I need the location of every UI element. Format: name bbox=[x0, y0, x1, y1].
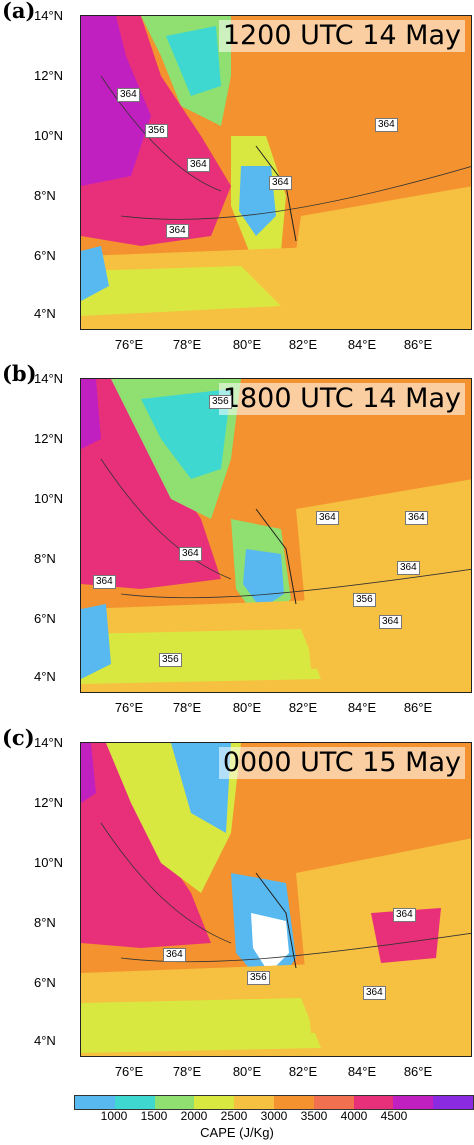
lat-label: 14°N bbox=[34, 371, 64, 386]
lon-label: 82°E bbox=[288, 1064, 318, 1079]
lat-label: 12°N bbox=[34, 431, 64, 446]
lon-label: 76°E bbox=[114, 1064, 144, 1079]
contour-label: 364 bbox=[405, 511, 428, 525]
colorbar-swatch bbox=[114, 1096, 155, 1109]
lon-label: 80°E bbox=[232, 337, 262, 352]
lat-label: 10°N bbox=[34, 491, 64, 506]
panel-c: (c) 0000 UTC 15 May 364 364 356 364 14°N… bbox=[0, 725, 474, 1097]
cape-map: 1800 UTC 14 May 356 364 364 364 364 364 … bbox=[80, 378, 472, 693]
contour-label: 364 bbox=[187, 158, 210, 172]
lat-label: 8°N bbox=[34, 915, 56, 930]
lon-label: 86°E bbox=[403, 700, 433, 715]
contour-label: 364 bbox=[363, 986, 386, 1000]
colorbar-tick: 1000 bbox=[100, 1109, 128, 1123]
lon-label: 82°E bbox=[288, 337, 318, 352]
panel-b: (b) 1800 UTC 14 May 356 364 364 364 364 … bbox=[0, 361, 474, 733]
contour-label: 356 bbox=[209, 395, 232, 409]
colorbar-swatch bbox=[194, 1096, 235, 1109]
lat-label: 10°N bbox=[34, 128, 64, 143]
panel-letter: (c) bbox=[2, 725, 35, 750]
colorbar-tick: 3500 bbox=[300, 1109, 328, 1123]
lat-label: 8°N bbox=[34, 188, 56, 203]
contour-label: 364 bbox=[269, 176, 292, 190]
lat-label: 4°N bbox=[34, 669, 56, 684]
colorbar-swatch bbox=[393, 1096, 434, 1109]
contour-label: 364 bbox=[179, 547, 202, 561]
cape-field bbox=[81, 16, 471, 329]
colorbar-swatch bbox=[353, 1096, 394, 1109]
contour-label: 364 bbox=[166, 224, 189, 238]
lon-label: 78°E bbox=[172, 1064, 202, 1079]
colorbar-swatch bbox=[234, 1096, 274, 1109]
cape-field bbox=[81, 743, 471, 1056]
lon-label: 82°E bbox=[288, 700, 318, 715]
lat-label: 14°N bbox=[34, 8, 64, 23]
cape-colorbar bbox=[74, 1095, 474, 1110]
colorbar-tick: 4000 bbox=[340, 1109, 368, 1123]
lat-label: 6°N bbox=[34, 248, 56, 263]
time-label: 1800 UTC 14 May bbox=[218, 383, 465, 415]
lon-label: 86°E bbox=[403, 337, 433, 352]
colorbar-tick: 2500 bbox=[220, 1109, 248, 1123]
contour-label: 364 bbox=[93, 575, 116, 589]
colorbar-tick: 4500 bbox=[380, 1109, 408, 1123]
time-label: 1200 UTC 14 May bbox=[218, 20, 465, 52]
contour-label: 356 bbox=[353, 593, 376, 607]
lon-label: 84°E bbox=[347, 700, 377, 715]
lat-label: 12°N bbox=[34, 68, 64, 83]
lat-label: 8°N bbox=[34, 551, 56, 566]
contour-label: 364 bbox=[397, 561, 420, 575]
lat-label: 4°N bbox=[34, 1033, 56, 1048]
cape-map: 0000 UTC 15 May 364 364 356 364 bbox=[80, 742, 472, 1057]
colorbar-swatch bbox=[273, 1096, 314, 1109]
contour-label: 356 bbox=[159, 653, 182, 667]
lon-label: 76°E bbox=[114, 337, 144, 352]
lat-label: 12°N bbox=[34, 795, 64, 810]
lat-label: 6°N bbox=[34, 975, 56, 990]
colorbar-swatch bbox=[75, 1096, 115, 1109]
contour-label: 364 bbox=[393, 908, 416, 922]
panel-letter: (a) bbox=[2, 0, 36, 23]
contour-label: 364 bbox=[163, 948, 186, 962]
colorbar-swatch bbox=[154, 1096, 195, 1109]
colorbar-title: CAPE (J/Kg) bbox=[200, 1125, 274, 1140]
lon-label: 76°E bbox=[114, 700, 144, 715]
lon-label: 78°E bbox=[172, 337, 202, 352]
colorbar-tick: 2000 bbox=[180, 1109, 208, 1123]
lon-label: 84°E bbox=[347, 1064, 377, 1079]
cape-field bbox=[81, 379, 471, 692]
panel-letter: (b) bbox=[2, 361, 37, 386]
lon-label: 78°E bbox=[172, 700, 202, 715]
cape-map: 1200 UTC 14 May 364 356 364 364 364 364 bbox=[80, 15, 472, 330]
lat-label: 10°N bbox=[34, 855, 64, 870]
time-label: 0000 UTC 15 May bbox=[218, 747, 465, 779]
contour-label: 356 bbox=[247, 971, 270, 985]
panel-a: (a) 1200 UTC 14 May 364 356 364 364 364 … bbox=[0, 0, 474, 370]
lon-label: 80°E bbox=[232, 1064, 262, 1079]
contour-label: 364 bbox=[316, 511, 339, 525]
lon-label: 80°E bbox=[232, 700, 262, 715]
lat-label: 6°N bbox=[34, 611, 56, 626]
lat-label: 4°N bbox=[34, 306, 56, 321]
lon-label: 86°E bbox=[403, 1064, 433, 1079]
colorbar-tick: 3000 bbox=[260, 1109, 288, 1123]
colorbar-swatch bbox=[433, 1096, 473, 1109]
contour-label: 364 bbox=[375, 118, 398, 132]
contour-label: 356 bbox=[145, 124, 168, 138]
colorbar-tick: 1500 bbox=[140, 1109, 168, 1123]
lat-label: 14°N bbox=[34, 735, 64, 750]
lon-label: 84°E bbox=[347, 337, 377, 352]
colorbar-swatch bbox=[313, 1096, 354, 1109]
contour-label: 364 bbox=[117, 88, 140, 102]
contour-label: 364 bbox=[379, 615, 402, 629]
